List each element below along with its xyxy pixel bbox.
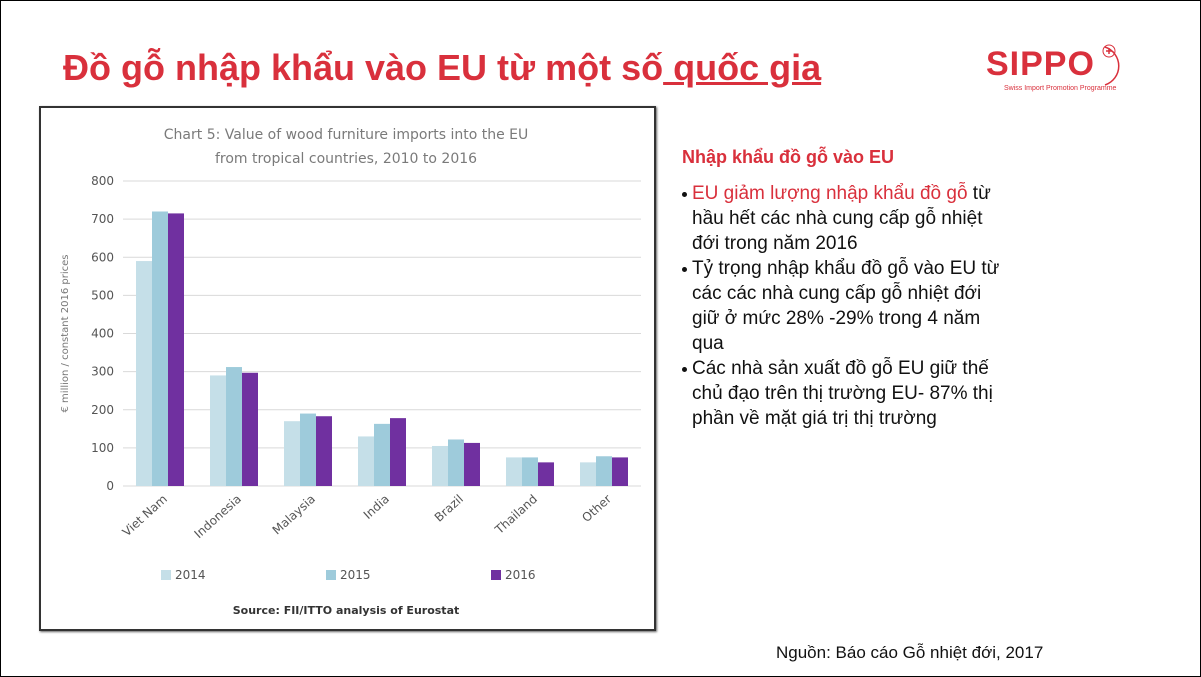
- bullet-text: EU giảm lượng nhập khẩu đồ gỗ: [692, 183, 968, 204]
- x-tick-label: Viet Nam: [120, 492, 170, 539]
- logo: SIPPO: [986, 45, 1095, 83]
- y-tick-label: 500: [91, 288, 114, 302]
- y-tick-label: 0: [106, 479, 114, 493]
- bar: [316, 416, 332, 486]
- slide-title: Đồ gỗ nhập khẩu vào EU từ một số quốc gi…: [63, 47, 821, 89]
- bar: [300, 413, 316, 486]
- chart-title: Chart 5: Value of wood furniture imports…: [164, 127, 528, 143]
- legend-label: 2014: [175, 568, 206, 582]
- legend-swatch: [491, 570, 501, 580]
- bullet-text: Tỷ trọng nhập khẩu đồ gỗ vào EU từ các c…: [692, 258, 1000, 354]
- y-tick-label: 600: [91, 250, 114, 264]
- bar: [580, 462, 596, 486]
- legend-swatch: [326, 570, 336, 580]
- legend-label: 2015: [340, 568, 371, 582]
- bar: [522, 457, 538, 486]
- y-tick-label: 400: [91, 327, 114, 341]
- logo-subtitle: Swiss Import Promotion Programme: [1004, 85, 1117, 92]
- x-tick-label: Thailand: [492, 492, 540, 538]
- chart: Chart 5: Value of wood furniture imports…: [60, 127, 641, 617]
- bullet-text: Các nhà sản xuất đồ gỗ EU giữ thế chủ đạ…: [692, 358, 993, 429]
- x-tick-label: Other: [579, 492, 614, 525]
- chart-title: from tropical countries, 2010 to 2016: [215, 151, 477, 167]
- chart-source: Source: FII/ITTO analysis of Eurostat: [233, 604, 460, 617]
- x-tick-label: India: [361, 492, 392, 522]
- bar: [448, 439, 464, 486]
- legend-swatch: [161, 570, 171, 580]
- bar: [136, 261, 152, 486]
- bar: [226, 367, 242, 486]
- bullet: Tỷ trọng nhập khẩu đồ gỗ vào EU từ các c…: [682, 256, 1012, 356]
- y-tick-label: 200: [91, 403, 114, 417]
- legend-label: 2016: [505, 568, 536, 582]
- y-tick-label: 800: [91, 174, 114, 188]
- y-tick-label: 300: [91, 365, 114, 379]
- bar: [242, 372, 258, 486]
- x-tick-label: Indonesia: [192, 492, 244, 541]
- bar: [538, 462, 554, 486]
- x-tick-label: Malaysia: [270, 492, 318, 537]
- source-note: Nguồn: Báo cáo Gỗ nhiệt đới, 2017: [776, 643, 1044, 662]
- bar: [506, 457, 522, 486]
- bar: [168, 213, 184, 486]
- bar: [464, 442, 480, 486]
- title-text-underlined: quốc gia: [663, 47, 822, 88]
- bar: [390, 418, 406, 486]
- y-tick-label: 700: [91, 212, 114, 226]
- x-tick-label: Brazil: [432, 492, 466, 525]
- bar: [284, 421, 300, 486]
- bar: [432, 445, 448, 486]
- bar: [596, 456, 612, 486]
- bar: [374, 423, 390, 486]
- bar: [358, 436, 374, 486]
- bar: [210, 375, 226, 486]
- y-tick-label: 100: [91, 441, 114, 455]
- bullet: EU giảm lượng nhập khẩu đồ gỗ từ hầu hết…: [682, 181, 1012, 256]
- y-axis-label: € million / constant 2016 prices: [60, 255, 71, 413]
- chart-frame: Chart 5: Value of wood furniture imports…: [39, 106, 656, 631]
- bullet: Các nhà sản xuất đồ gỗ EU giữ thế chủ đạ…: [682, 356, 1012, 431]
- logo-icon: [1102, 44, 1120, 86]
- bullet-list: EU giảm lượng nhập khẩu đồ gỗ từ hầu hết…: [682, 181, 1012, 431]
- title-text: Đồ gỗ nhập khẩu vào EU từ một số: [63, 47, 664, 88]
- bar: [152, 211, 168, 486]
- bar: [612, 457, 628, 486]
- section-heading: Nhập khẩu đồ gỗ vào EU: [682, 147, 895, 167]
- bullet-text: từ hầu hết các nhà cung cấp gỗ nhiệt đới…: [692, 183, 991, 254]
